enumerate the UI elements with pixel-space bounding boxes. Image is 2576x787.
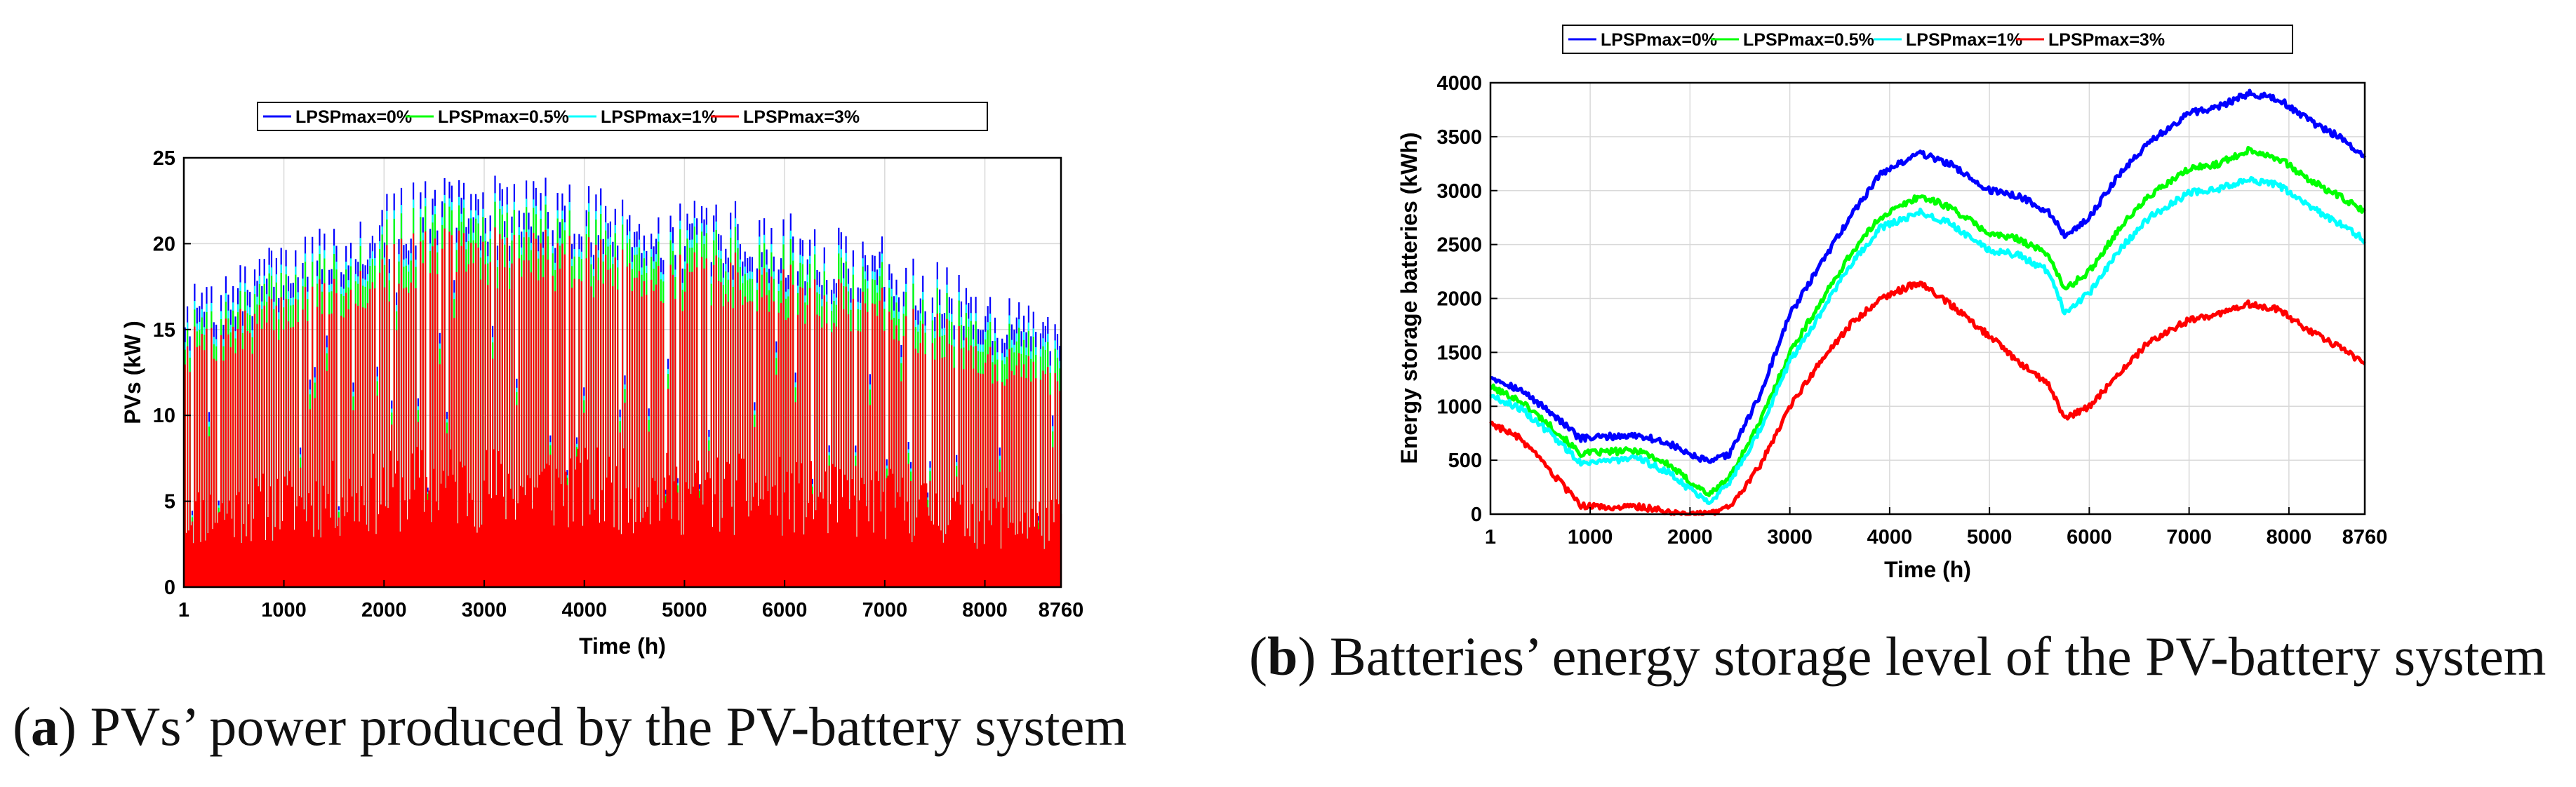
panel-a-y-tick-label: 5 [164, 491, 175, 513]
panel-b-y-tick-label: 4000 [1436, 72, 1482, 95]
panel-b-y-tick-label: 500 [1448, 450, 1482, 472]
panel-a-plot-frame [182, 156, 1062, 588]
panel-b-legend: LPSPmax=0% LPSPmax=0.5% LPSPmax=1% LPSPmax=… [1562, 25, 2293, 54]
panel-b-lines [1489, 88, 2367, 516]
panel-b-series-line-2 [1489, 175, 2366, 506]
panel-a-legend-label: LPSPmax=0.5% [438, 107, 569, 127]
panel-a-x-tick-label: 1000 [261, 599, 307, 621]
caption-a-label: a [30, 696, 58, 757]
panel-b-y-axis-label: Energy storage batteries (kWh) [1396, 133, 1422, 464]
panel-a-y-axis-label: PVs (kW ) [120, 321, 145, 424]
panel-a-x-tick-label: 7000 [862, 599, 908, 621]
panel-a-x-axis-label: Time (h) [579, 633, 666, 659]
panel-b-legend-label: LPSPmax=1% [1906, 30, 2022, 50]
panel-b-x-tick-label: 4000 [1867, 526, 1913, 549]
panel-a-y-tick-label: 15 [153, 319, 175, 342]
panel-a-legend-box [257, 102, 988, 131]
panel-a-series-low-hours [185, 447, 1062, 587]
panel-b-series-line-3 [1489, 281, 2366, 516]
panel-b-y-tick-label: 0 [1471, 504, 1482, 526]
panel-a-x-tick-label: 1 [178, 599, 189, 621]
panel-b-x-tick-label: 6000 [2067, 526, 2112, 549]
panel-a-series-3 [184, 227, 1061, 587]
panel-b-series-line-0 [1490, 88, 2367, 464]
caption-b: (b) Batteries’ energy storage level of t… [1249, 626, 2547, 687]
panel-b-x-tick-label: 8760 [2342, 526, 2388, 549]
panel-a-chart: 1 1000 2000 3000 4000 5000 6000 7000 8000 8760 0 5 1… [120, 102, 1083, 659]
caption-a-text: PVs’ power produced by the PV-battery sy… [76, 696, 1127, 757]
panel-b-series-line-1 [1490, 145, 2366, 497]
panel-a-legend: LPSPmax=0% LPSPmax=0.5% LPSPmax=1% LPSPmax=… [257, 102, 988, 131]
panel-a-y-tick-label: 10 [153, 405, 175, 427]
panel-a-x-tick-label: 5000 [662, 599, 707, 621]
panel-b-y-tick-label: 2500 [1436, 234, 1482, 257]
panel-a-legend-label: LPSPmax=1% [601, 107, 717, 127]
panel-b-x-axis-label: Time (h) [1884, 557, 1971, 582]
panel-b-y-tick-label: 3500 [1436, 126, 1482, 149]
panel-b-x-tick-label: 1 [1485, 526, 1496, 549]
panel-b-legend-label: LPSPmax=0.5% [1743, 30, 1874, 50]
panel-b-x-tick-label: 5000 [1967, 526, 2013, 549]
panel-b-y-tick-label: 3000 [1436, 180, 1482, 203]
panel-b-x-tick-label: 2000 [1667, 526, 1713, 549]
panel-a-bars [184, 175, 1062, 587]
caption-b-text: Batteries’ energy storage level of the P… [1316, 626, 2547, 687]
panel-a-x-tick-label: 3000 [462, 599, 507, 621]
panel-a-x-tick-label: 8760 [1039, 599, 1084, 621]
panel-b-y-tick-label: 1000 [1436, 396, 1482, 418]
panel-b-chart: 1 1000 2000 3000 4000 5000 6000 7000 8000 8760 0 50… [1396, 25, 2387, 582]
panel-b-legend-box [1562, 25, 2293, 54]
panel-b-x-tick-label: 3000 [1767, 526, 1813, 549]
panel-b-legend-label: LPSPmax=3% [2048, 30, 2165, 50]
panel-a-x-tick-label: 2000 [361, 599, 407, 621]
panel-b-x-tick-label: 7000 [2166, 526, 2212, 549]
panel-a-y-tick-label: 20 [153, 233, 175, 255]
panel-a-x-tick-label: 4000 [561, 599, 607, 621]
panel-b-x-tick-label: 1000 [1568, 526, 1613, 549]
panel-a-y-tick-label: 0 [164, 577, 175, 599]
panel-b-x-tick-label: 8000 [2267, 526, 2312, 549]
panel-a-x-tick-label: 6000 [762, 599, 808, 621]
panel-a-ticks: 1 1000 2000 3000 4000 5000 6000 7000 8000 8760 0 5 1… [153, 147, 1084, 621]
caption-b-label: b [1267, 626, 1298, 687]
panel-b-y-tick-label: 2000 [1436, 288, 1482, 311]
caption-a: (a) PVs’ power produced by the PV-batter… [13, 696, 1127, 757]
panel-b-ticks: 1 1000 2000 3000 4000 5000 6000 7000 8000 8760 0 50… [1436, 72, 2387, 549]
panel-b-y-tick-label: 1500 [1436, 342, 1482, 364]
panel-a-y-tick-label: 25 [153, 147, 175, 170]
panel-a-legend-label: LPSPmax=3% [743, 107, 860, 127]
panel-a-legend-label: LPSPmax=0% [295, 107, 412, 127]
panel-a-x-tick-label: 8000 [962, 599, 1008, 621]
panel-b-legend-label: LPSPmax=0% [1601, 30, 1717, 50]
